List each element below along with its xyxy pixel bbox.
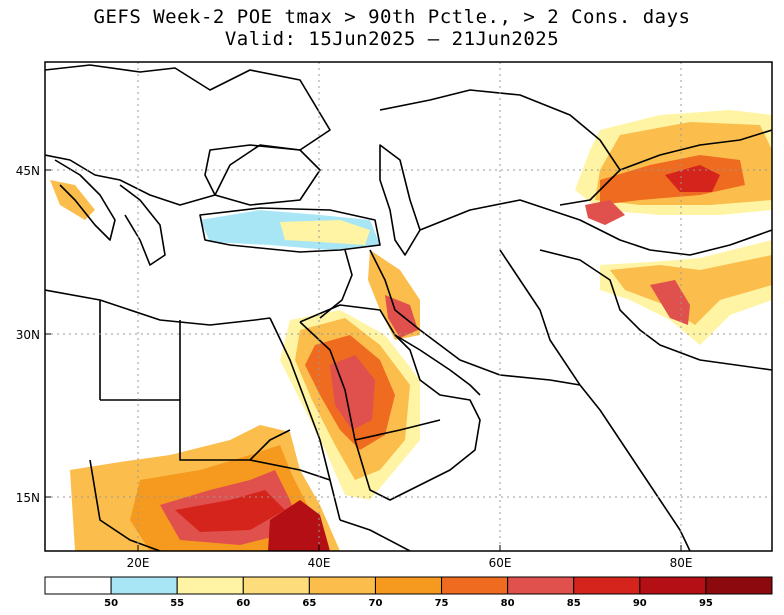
colorbar-label: 50 bbox=[104, 598, 118, 609]
colorbar-bin bbox=[242, 576, 310, 595]
colorbar-label: 95 bbox=[699, 598, 713, 609]
probability-shading bbox=[50, 110, 772, 551]
coast-europe bbox=[45, 64, 331, 206]
lat-label-15n: 15N bbox=[16, 491, 40, 505]
shade-italy-70 bbox=[50, 180, 95, 220]
border-central-asia bbox=[419, 199, 772, 256]
border-afghan-pak bbox=[539, 249, 772, 371]
border-china bbox=[619, 129, 772, 171]
coast-persian-gulf bbox=[394, 334, 481, 396]
shade-xinjiang-90 bbox=[665, 165, 720, 192]
colorbar-label: 75 bbox=[435, 598, 449, 609]
coast-africa-north bbox=[45, 289, 271, 326]
colorbar-bin bbox=[507, 576, 575, 595]
coast-balkans-greece bbox=[119, 184, 166, 266]
colorbar-bin bbox=[441, 576, 509, 595]
colorbar-label: 70 bbox=[368, 598, 382, 609]
colorbar-label: 80 bbox=[501, 598, 515, 609]
border-ethiopia bbox=[249, 459, 331, 481]
lon-label-40e: 40E bbox=[308, 556, 331, 570]
coast-italy bbox=[54, 159, 116, 241]
colorbar-label: 60 bbox=[236, 598, 250, 609]
border-sudan bbox=[100, 399, 291, 461]
colorbar-label: 85 bbox=[567, 598, 581, 609]
shade-ethiopia-95 bbox=[268, 500, 330, 551]
map-title: GEFS Week-2 POE tmax > 90th Pctle., > 2 … bbox=[93, 6, 691, 28]
colorbar-bin bbox=[374, 576, 443, 595]
lat-label-30n: 30N bbox=[16, 328, 40, 342]
border-yemen bbox=[354, 419, 441, 441]
map-frame bbox=[44, 61, 773, 552]
lon-label-20e: 20E bbox=[127, 556, 150, 570]
coast-india-west bbox=[579, 384, 691, 551]
colorbar-bin bbox=[639, 576, 707, 595]
colorbar-label: 65 bbox=[302, 598, 316, 609]
border-iraq-iran bbox=[369, 249, 421, 331]
colorbar-bin bbox=[705, 576, 773, 595]
colorbar-label: 55 bbox=[170, 598, 184, 609]
shade-ne-africa-90 bbox=[175, 490, 285, 532]
colorbar-bin bbox=[308, 576, 376, 595]
shade-pakistan-70 bbox=[610, 255, 772, 325]
map-valid-date: Valid: 15Jun2025 – 21Jun2025 bbox=[224, 28, 560, 50]
lon-label-60e: 60E bbox=[489, 556, 512, 570]
colorbar: 50 55 60 65 70 75 80 85 90 95 bbox=[44, 576, 773, 609]
border-chad bbox=[89, 459, 161, 551]
coast-arabia bbox=[299, 321, 481, 501]
shade-tajik-85 bbox=[585, 200, 625, 225]
coast-turkey bbox=[199, 207, 381, 253]
coast-red-sea-west bbox=[269, 317, 341, 521]
colorbar-bin bbox=[176, 576, 244, 595]
lat-label-45n: 45N bbox=[16, 164, 40, 178]
colorbar-bin bbox=[44, 576, 112, 595]
coast-horn bbox=[339, 519, 411, 551]
shade-pakistan-85 bbox=[650, 280, 690, 325]
lon-label-80e: 80E bbox=[670, 556, 693, 570]
colorbar-label: 90 bbox=[633, 598, 647, 609]
border-iran-afghan bbox=[499, 249, 581, 386]
shade-arabia-85 bbox=[330, 355, 375, 430]
border-kazakh bbox=[379, 89, 621, 206]
graticule bbox=[45, 62, 772, 551]
country-borders bbox=[45, 64, 772, 551]
coast-levant bbox=[319, 249, 353, 319]
colorbar-bin bbox=[573, 576, 641, 595]
shade-turkey-60 bbox=[280, 220, 370, 245]
axis-ticks bbox=[45, 169, 682, 551]
coast-black-sea bbox=[204, 144, 321, 206]
coast-caspian bbox=[379, 144, 421, 256]
colorbar-bin bbox=[110, 576, 178, 595]
border-arabia-north bbox=[299, 304, 396, 336]
